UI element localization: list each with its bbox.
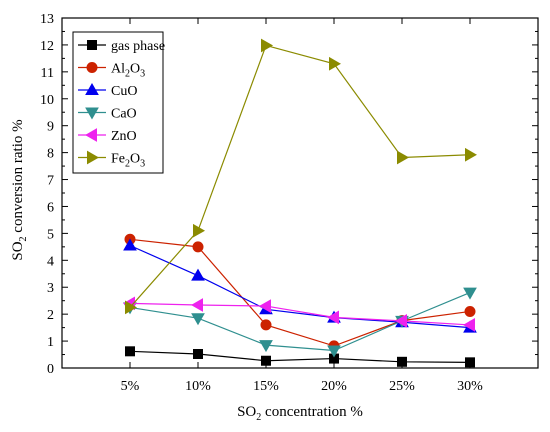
y-tick-label: 7 <box>47 174 54 189</box>
data-point-al2o3 <box>260 319 272 331</box>
y-tick-label: 11 <box>41 66 54 81</box>
y-tick-label: 3 <box>47 281 54 296</box>
series-al2o3 <box>124 233 476 352</box>
legend-swatch-marker <box>85 82 99 95</box>
data-point-al2o3 <box>464 305 476 317</box>
series-fe2o3 <box>125 38 478 315</box>
legend: gas phase Al2O3 CuO CaO ZnO Fe2O3 <box>72 31 165 174</box>
legend-swatch-marker <box>85 107 99 120</box>
x-axis: 5% 10% 15% 20% 25% 30% <box>121 18 483 394</box>
data-point-fe2o3 <box>193 223 206 238</box>
data-point-cao <box>259 340 273 353</box>
legend-swatch-marker <box>86 62 98 73</box>
data-point-cuo <box>191 268 205 281</box>
legend-item-cuo: CuO <box>78 82 137 99</box>
y-axis-title: SO2 conversion ratio % <box>10 119 29 260</box>
legend-label: Al2O3 <box>111 62 145 80</box>
data-point-fe2o3 <box>465 147 478 162</box>
legend-label: Fe2O3 <box>111 152 145 170</box>
x-axis-title: SO2 concentration % <box>237 404 363 423</box>
y-tick-label: 2 <box>47 308 54 323</box>
data-point-fe2o3 <box>397 150 410 165</box>
x-tick-label: 30% <box>457 379 483 394</box>
legend-item-fe2o3: Fe2O3 <box>78 150 145 170</box>
data-point-zno <box>326 310 339 325</box>
x-tick-label: 10% <box>185 379 211 394</box>
y-tick-label: 4 <box>47 254 54 269</box>
legend-item-al2o3: Al2O3 <box>78 62 145 80</box>
series-line-fe2o3 <box>129 44 471 308</box>
data-point-zno <box>462 318 475 332</box>
legend-swatch-marker <box>84 128 97 142</box>
y-tick-label: 9 <box>47 120 54 135</box>
legend-label: gas phase <box>111 39 165 54</box>
legend-label: ZnO <box>111 129 137 144</box>
data-point-al2o3 <box>192 241 204 253</box>
series-line-cao <box>129 292 471 352</box>
legend-swatch-marker <box>87 40 97 50</box>
series-line-zno <box>129 302 471 326</box>
y-tick-label: 6 <box>47 200 54 215</box>
legend-item-zno: ZnO <box>78 128 137 144</box>
y-tick-label: 8 <box>47 147 54 162</box>
data-point-cao <box>327 345 341 358</box>
series-zno <box>122 296 475 332</box>
y-tick-label: 10 <box>40 93 54 108</box>
x-tick-label: 5% <box>121 379 140 394</box>
data-point-zno <box>394 314 407 328</box>
data-point-fe2o3 <box>125 300 138 315</box>
data-point-gas-phase <box>125 346 135 357</box>
y-tick-label: 12 <box>40 39 54 54</box>
y-tick-label: 5 <box>47 227 54 242</box>
legend-label: CuO <box>111 84 137 99</box>
series-layer <box>122 38 478 368</box>
data-point-fe2o3 <box>261 38 274 53</box>
y-tick-label: 1 <box>47 335 54 350</box>
legend-item-cao: CaO <box>78 107 137 122</box>
y-tick-label: 13 <box>40 12 54 27</box>
x-tick-label: 25% <box>389 379 415 394</box>
series-gas-phase <box>125 346 475 368</box>
data-point-gas-phase <box>193 349 203 359</box>
data-point-cao <box>191 313 205 326</box>
legend-box <box>72 31 164 174</box>
x-tick-label: 20% <box>321 379 347 394</box>
data-point-gas-phase <box>465 357 475 368</box>
series-line-cuo <box>129 244 471 329</box>
legend-label: CaO <box>111 107 137 122</box>
series-line-al2o3 <box>129 238 471 347</box>
data-point-zno <box>258 299 271 313</box>
data-point-gas-phase <box>261 355 271 366</box>
data-point-gas-phase <box>397 356 407 367</box>
legend-item-gas-phase: gas phase <box>78 39 165 54</box>
series-line-gas-phase <box>129 350 471 363</box>
y-tick-label: 0 <box>47 362 54 377</box>
data-point-cao <box>463 287 477 300</box>
legend-swatch-marker <box>87 150 100 165</box>
x-tick-label: 15% <box>253 379 279 394</box>
data-point-cuo <box>123 238 137 251</box>
data-point-fe2o3 <box>329 56 342 71</box>
data-point-zno <box>190 298 203 312</box>
